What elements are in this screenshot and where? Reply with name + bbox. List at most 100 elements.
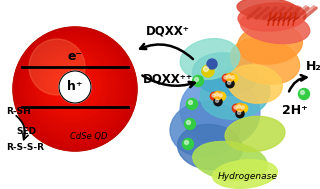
Text: R-SH: R-SH [6,106,31,115]
Circle shape [226,73,234,81]
Circle shape [185,119,196,129]
Circle shape [38,52,105,119]
Circle shape [56,70,81,95]
Circle shape [60,74,77,91]
Circle shape [210,92,219,100]
Circle shape [24,38,123,137]
Circle shape [58,72,78,92]
Ellipse shape [193,53,257,95]
Circle shape [39,53,103,117]
Circle shape [182,139,194,149]
Circle shape [63,77,73,87]
Circle shape [27,41,119,133]
Ellipse shape [170,101,240,156]
Text: Hydrogenase: Hydrogenase [218,172,278,181]
Circle shape [59,71,91,103]
Circle shape [226,80,234,88]
Circle shape [54,68,84,98]
Circle shape [20,35,127,141]
Circle shape [40,54,102,116]
Circle shape [228,81,231,84]
Circle shape [49,63,91,105]
Circle shape [35,49,109,123]
Circle shape [241,106,244,109]
Circle shape [237,111,241,114]
Circle shape [25,39,122,136]
Text: R-S-S-R: R-S-S-R [6,143,44,152]
Circle shape [232,104,240,112]
Circle shape [187,98,197,109]
Circle shape [193,75,204,87]
Circle shape [37,51,106,120]
Text: 2H⁺: 2H⁺ [282,105,308,118]
Ellipse shape [180,76,260,146]
Circle shape [188,101,193,105]
Circle shape [185,140,188,145]
Circle shape [195,77,198,81]
Text: h⁺: h⁺ [67,81,83,94]
Circle shape [300,91,305,94]
Ellipse shape [238,3,306,31]
Circle shape [204,67,209,71]
Circle shape [55,69,83,96]
Circle shape [52,66,87,101]
Circle shape [31,45,113,127]
Circle shape [29,43,116,130]
Circle shape [13,27,137,151]
Text: SED: SED [16,126,36,136]
Ellipse shape [193,142,267,180]
Circle shape [231,76,234,79]
Circle shape [16,30,133,147]
Circle shape [41,55,100,115]
Ellipse shape [178,124,243,170]
Circle shape [229,74,238,82]
Circle shape [219,94,222,97]
Circle shape [57,71,80,94]
Circle shape [23,37,124,138]
Circle shape [236,110,244,118]
Ellipse shape [200,69,270,119]
Text: H₂: H₂ [306,60,320,74]
Circle shape [64,78,71,85]
Circle shape [36,50,108,122]
Circle shape [299,88,309,99]
Circle shape [29,39,85,95]
Circle shape [224,76,227,79]
Circle shape [60,74,76,89]
Circle shape [30,44,115,129]
Circle shape [237,105,241,108]
Ellipse shape [237,0,299,20]
Circle shape [22,36,126,140]
Circle shape [202,65,214,77]
Circle shape [28,42,117,131]
Circle shape [222,74,230,82]
Circle shape [65,79,70,84]
Circle shape [214,98,222,106]
Circle shape [214,91,222,99]
Ellipse shape [225,116,285,152]
Text: e⁻: e⁻ [68,50,83,63]
Ellipse shape [230,38,300,84]
Text: CdSe QD: CdSe QD [70,132,108,142]
Circle shape [44,58,96,110]
Circle shape [212,94,215,97]
Circle shape [215,99,219,102]
Circle shape [61,76,74,88]
Circle shape [187,121,190,125]
Circle shape [53,67,85,99]
Circle shape [236,103,244,112]
Circle shape [218,92,226,100]
Circle shape [215,93,219,96]
Circle shape [18,32,130,144]
Circle shape [17,31,132,145]
Circle shape [45,59,95,109]
Circle shape [14,28,136,150]
Ellipse shape [228,65,282,103]
Circle shape [51,65,88,102]
Circle shape [207,59,217,69]
Circle shape [50,64,89,103]
Ellipse shape [180,39,240,79]
Circle shape [15,29,134,148]
Circle shape [234,106,237,109]
Ellipse shape [212,160,277,188]
